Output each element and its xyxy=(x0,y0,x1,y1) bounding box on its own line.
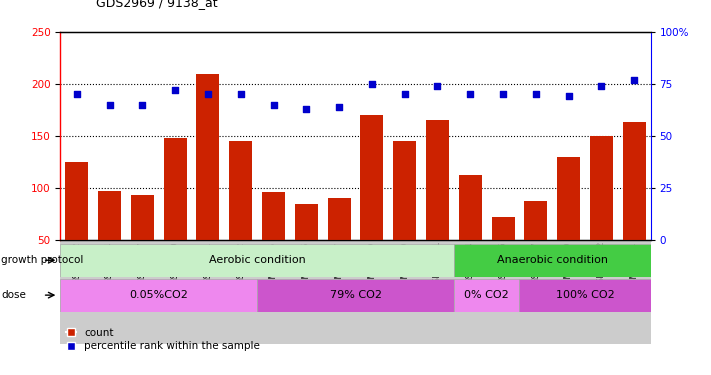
Text: 0.05%CO2: 0.05%CO2 xyxy=(129,290,188,300)
Bar xyxy=(191,240,225,344)
Bar xyxy=(486,240,520,344)
Bar xyxy=(60,279,257,312)
Bar xyxy=(454,279,520,312)
Point xyxy=(432,83,443,89)
Bar xyxy=(60,244,454,277)
Bar xyxy=(618,240,651,344)
Point xyxy=(563,93,574,99)
Point xyxy=(464,92,476,98)
Bar xyxy=(459,176,482,240)
Bar xyxy=(257,279,454,312)
Point xyxy=(596,83,607,89)
Bar xyxy=(590,136,613,240)
Text: dose: dose xyxy=(1,290,26,300)
Bar xyxy=(454,240,486,344)
Point xyxy=(203,92,214,98)
Point xyxy=(399,92,410,98)
Bar xyxy=(393,141,416,240)
Bar xyxy=(520,279,651,312)
Bar xyxy=(257,240,290,344)
Bar xyxy=(164,138,187,240)
Point xyxy=(235,92,247,98)
Bar xyxy=(93,240,126,344)
Bar xyxy=(131,195,154,240)
Point xyxy=(530,92,542,98)
Point xyxy=(301,106,312,112)
Bar xyxy=(159,240,191,344)
Bar xyxy=(60,240,93,344)
Bar xyxy=(65,162,88,240)
Point xyxy=(137,102,148,108)
Bar xyxy=(98,191,121,240)
Bar xyxy=(225,240,257,344)
Text: Aerobic condition: Aerobic condition xyxy=(209,255,306,265)
Point xyxy=(366,81,378,87)
Bar xyxy=(454,244,651,277)
Bar xyxy=(126,240,159,344)
Text: GDS2969 / 9138_at: GDS2969 / 9138_at xyxy=(96,0,218,9)
Legend: count, percentile rank within the sample: count, percentile rank within the sample xyxy=(65,328,260,351)
Bar xyxy=(585,240,618,344)
Bar xyxy=(262,192,285,240)
Point xyxy=(71,92,82,98)
Bar xyxy=(524,201,547,240)
Bar xyxy=(388,240,421,344)
Bar xyxy=(491,217,515,240)
Bar xyxy=(196,74,220,240)
Point xyxy=(169,87,181,93)
Bar xyxy=(520,240,552,344)
Text: growth protocol: growth protocol xyxy=(1,255,84,265)
Point xyxy=(333,104,345,110)
Bar xyxy=(552,240,585,344)
Bar xyxy=(557,157,580,240)
Bar xyxy=(229,141,252,240)
Point xyxy=(498,92,509,98)
Bar xyxy=(295,204,318,240)
Bar xyxy=(328,198,351,240)
Bar xyxy=(290,240,323,344)
Bar xyxy=(623,122,646,240)
Text: 79% CO2: 79% CO2 xyxy=(329,290,382,300)
Text: Anaerobic condition: Anaerobic condition xyxy=(497,255,608,265)
Text: 0% CO2: 0% CO2 xyxy=(464,290,509,300)
Point xyxy=(629,77,640,83)
Bar xyxy=(356,240,388,344)
Bar xyxy=(421,240,454,344)
Text: 100% CO2: 100% CO2 xyxy=(555,290,614,300)
Point xyxy=(268,102,279,108)
Bar xyxy=(323,240,356,344)
Point xyxy=(104,102,115,108)
Bar xyxy=(426,120,449,240)
Bar xyxy=(360,115,383,240)
